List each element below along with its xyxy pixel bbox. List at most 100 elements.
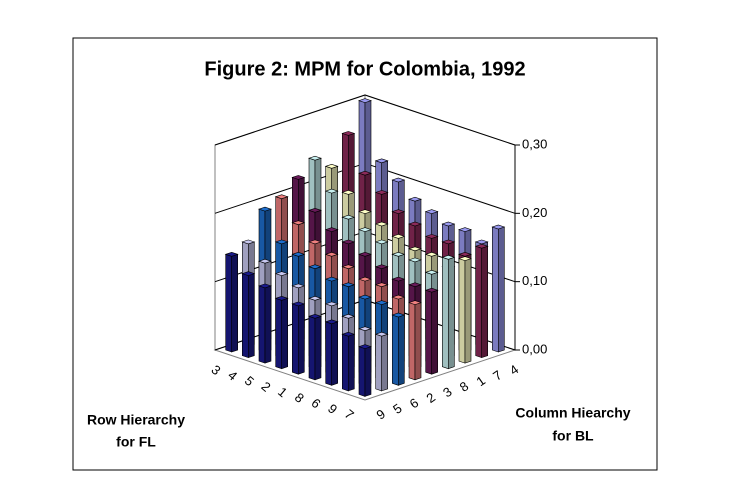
bar-face (341, 331, 356, 337)
bar-face (364, 346, 372, 397)
bar-face (424, 209, 439, 214)
bar-face (308, 264, 322, 270)
bar-face (358, 346, 366, 397)
grid-line (214, 94, 366, 146)
bar (474, 243, 489, 359)
bar-face (297, 303, 305, 375)
bar-face (231, 253, 238, 353)
bar-face (424, 251, 439, 257)
bar (291, 301, 306, 375)
bar-face (474, 239, 489, 245)
bar-face (425, 289, 433, 375)
bar-face (341, 282, 356, 288)
x-axis-title: Row Hierarchy (87, 412, 185, 428)
bar-face (408, 196, 422, 202)
bar-face (374, 190, 389, 195)
bar-face (391, 251, 406, 257)
grid-line (364, 299, 516, 351)
bar-face (241, 239, 256, 245)
y-axis-title: Column Hiearchy (515, 405, 630, 421)
bar-face (397, 314, 405, 386)
bar (341, 331, 356, 392)
bar-face (324, 319, 339, 325)
bar-face (441, 256, 449, 370)
bar-face (291, 175, 306, 180)
bar-face (258, 258, 272, 264)
bar-face (281, 297, 289, 370)
bar-face (274, 239, 289, 245)
bar-face (224, 251, 239, 257)
bar-face (408, 302, 416, 381)
bar-face (497, 226, 505, 353)
bar-face (414, 302, 422, 381)
bar-face (341, 190, 356, 195)
bar-face (374, 300, 389, 305)
bar-face (248, 273, 255, 359)
bar-face (408, 300, 422, 305)
bar-face (258, 285, 266, 364)
bar-face (458, 251, 472, 257)
grid-line (364, 94, 516, 146)
z-tick-label: 0,30 (522, 136, 547, 151)
bar-face (408, 257, 422, 263)
bar-face (358, 276, 372, 282)
z-tick-label: 0,20 (522, 205, 547, 220)
grid-line (214, 299, 366, 351)
bar-face (441, 254, 456, 260)
bar-face (358, 326, 372, 332)
bar-face (291, 251, 306, 257)
bar-face (242, 273, 249, 359)
bar-face (358, 294, 372, 300)
bar-face (341, 313, 356, 319)
bar-face (324, 188, 339, 194)
bar-face (431, 289, 439, 375)
bar-face (358, 344, 372, 349)
bar-face (274, 295, 289, 301)
bar-face (391, 314, 399, 386)
bar-face (341, 131, 356, 136)
bar-face (308, 315, 316, 381)
bar (241, 271, 256, 359)
bar-face (291, 283, 306, 289)
bar-face (374, 158, 389, 164)
bar-face (375, 333, 383, 392)
bar-face (408, 246, 422, 252)
z-tick-label: 0,00 (522, 341, 547, 356)
grid-line (364, 231, 516, 283)
bar (408, 300, 422, 381)
bar (458, 256, 472, 364)
bar-face (458, 258, 466, 364)
bar (441, 254, 456, 370)
bar-face (491, 224, 506, 230)
bar-face (391, 312, 406, 318)
bar-face (408, 282, 422, 288)
bar (324, 319, 339, 386)
bar-face (464, 258, 472, 364)
bar-face (341, 264, 356, 270)
bar-face (225, 253, 232, 353)
bar-face (324, 301, 339, 307)
bar-face (474, 243, 489, 249)
bar (358, 344, 372, 397)
grid-line (214, 231, 366, 283)
bar-face (374, 221, 389, 227)
bar-face (324, 227, 339, 232)
bar-face (441, 221, 456, 227)
bar-face (374, 239, 389, 245)
bar-face (258, 283, 272, 289)
bar-face (441, 239, 456, 245)
bar-face (447, 256, 455, 370)
bar-face (491, 226, 499, 353)
x-axis-title: for FL (116, 434, 156, 450)
bar-face (308, 207, 322, 213)
bar-face (274, 271, 289, 276)
bar-face (308, 295, 322, 301)
bar-face (264, 285, 272, 364)
bar-face (424, 234, 439, 239)
bar (374, 331, 389, 392)
bar-face (358, 209, 372, 214)
bar-face (308, 239, 322, 245)
bar-face (358, 98, 372, 103)
bar-face (374, 264, 389, 270)
grid-line (214, 162, 366, 214)
